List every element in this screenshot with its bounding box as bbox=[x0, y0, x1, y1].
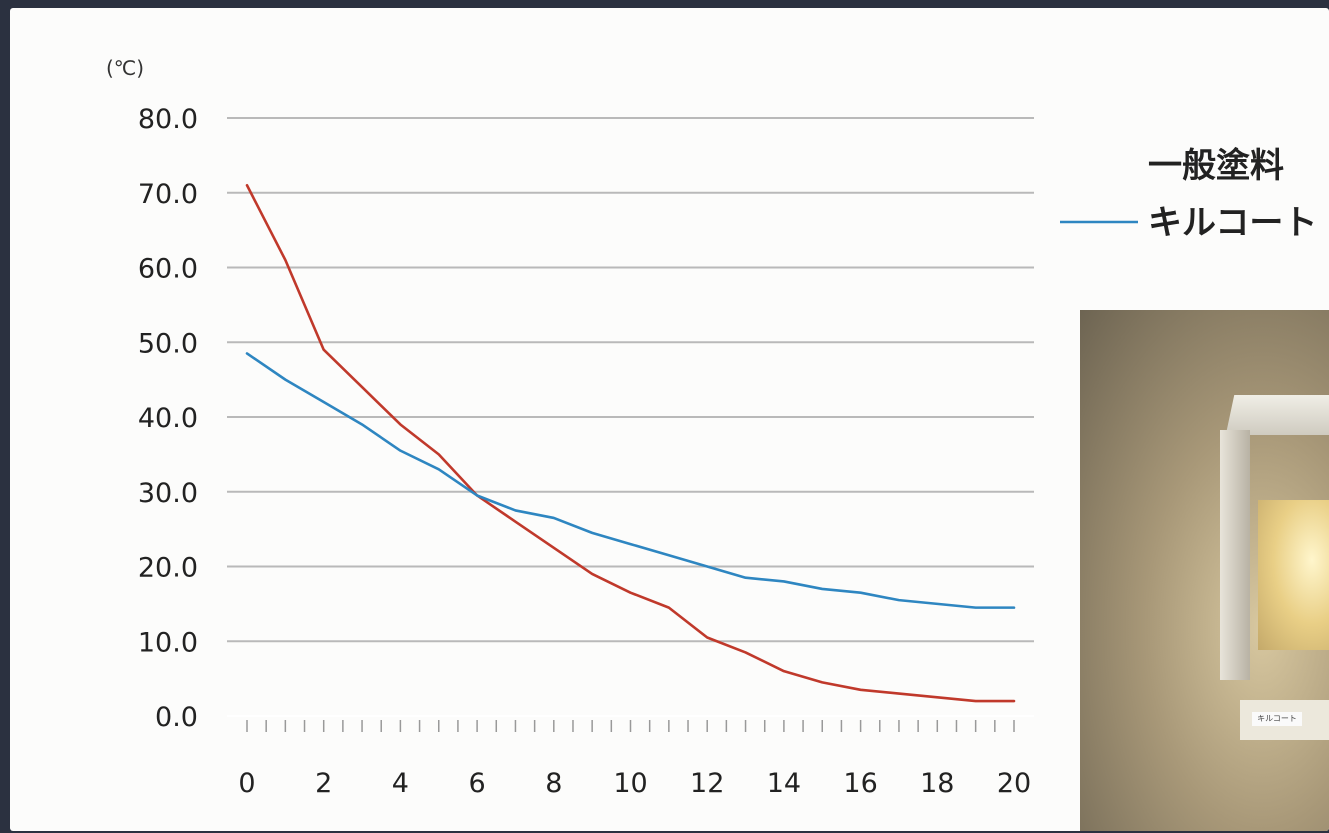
x-tick-label: 18 bbox=[920, 768, 954, 799]
x-axis bbox=[246, 720, 1015, 732]
x-tick-label: 20 bbox=[997, 768, 1031, 799]
x-tick-label: 10 bbox=[613, 768, 647, 799]
y-tick-label: 70.0 bbox=[138, 179, 198, 210]
x-tick-label: 8 bbox=[545, 768, 562, 799]
x-tick-label: 0 bbox=[238, 768, 255, 799]
x-tick-label: 2 bbox=[315, 768, 332, 799]
y-tick-label: 20.0 bbox=[138, 553, 198, 584]
y-tick-label: 80.0 bbox=[138, 104, 198, 135]
x-tick-label: 14 bbox=[767, 768, 801, 799]
photo-box-top bbox=[1225, 395, 1329, 435]
y-tick-label: 0.0 bbox=[155, 702, 198, 733]
y-tick-label: 10.0 bbox=[138, 627, 198, 658]
y-tick-label: 30.0 bbox=[138, 478, 198, 509]
photo-box-inner-light bbox=[1258, 500, 1329, 650]
temperature-line-chart: 80.0 70.0 60.0 50.0 40.0 30.0 20.0 10.0 0.0 0 2 4 6 8… bbox=[106, 56, 1317, 799]
tick-labels: 80.0 70.0 60.0 50.0 40.0 30.0 20.0 10.0 0.0 0 2 4 6 8… bbox=[138, 104, 1031, 799]
y-tick-label: 40.0 bbox=[138, 403, 198, 434]
product-photo: キルコート bbox=[1080, 310, 1329, 831]
slide: 80.0 70.0 60.0 50.0 40.0 30.0 20.0 10.0 0.0 0 2 4 6 8… bbox=[10, 8, 1329, 831]
series-lines bbox=[245, 183, 1016, 703]
grid-lines bbox=[227, 117, 1034, 717]
series-line-0 bbox=[245, 183, 1016, 703]
x-tick-label: 6 bbox=[469, 768, 486, 799]
photo-box-side bbox=[1220, 430, 1250, 680]
y-unit-label: (℃) bbox=[106, 56, 144, 80]
series-line-1 bbox=[245, 352, 1016, 609]
y-tick-label: 60.0 bbox=[138, 254, 198, 285]
x-tick-label: 12 bbox=[690, 768, 724, 799]
legend-entry-0: 一般塗料 bbox=[1148, 146, 1284, 186]
photo-box-label: キルコート bbox=[1252, 712, 1302, 726]
x-tick-label: 16 bbox=[843, 768, 877, 799]
y-tick-label: 50.0 bbox=[138, 328, 198, 359]
x-tick-label: 4 bbox=[392, 768, 409, 799]
legend-entry-1: キルコート bbox=[1148, 203, 1317, 243]
